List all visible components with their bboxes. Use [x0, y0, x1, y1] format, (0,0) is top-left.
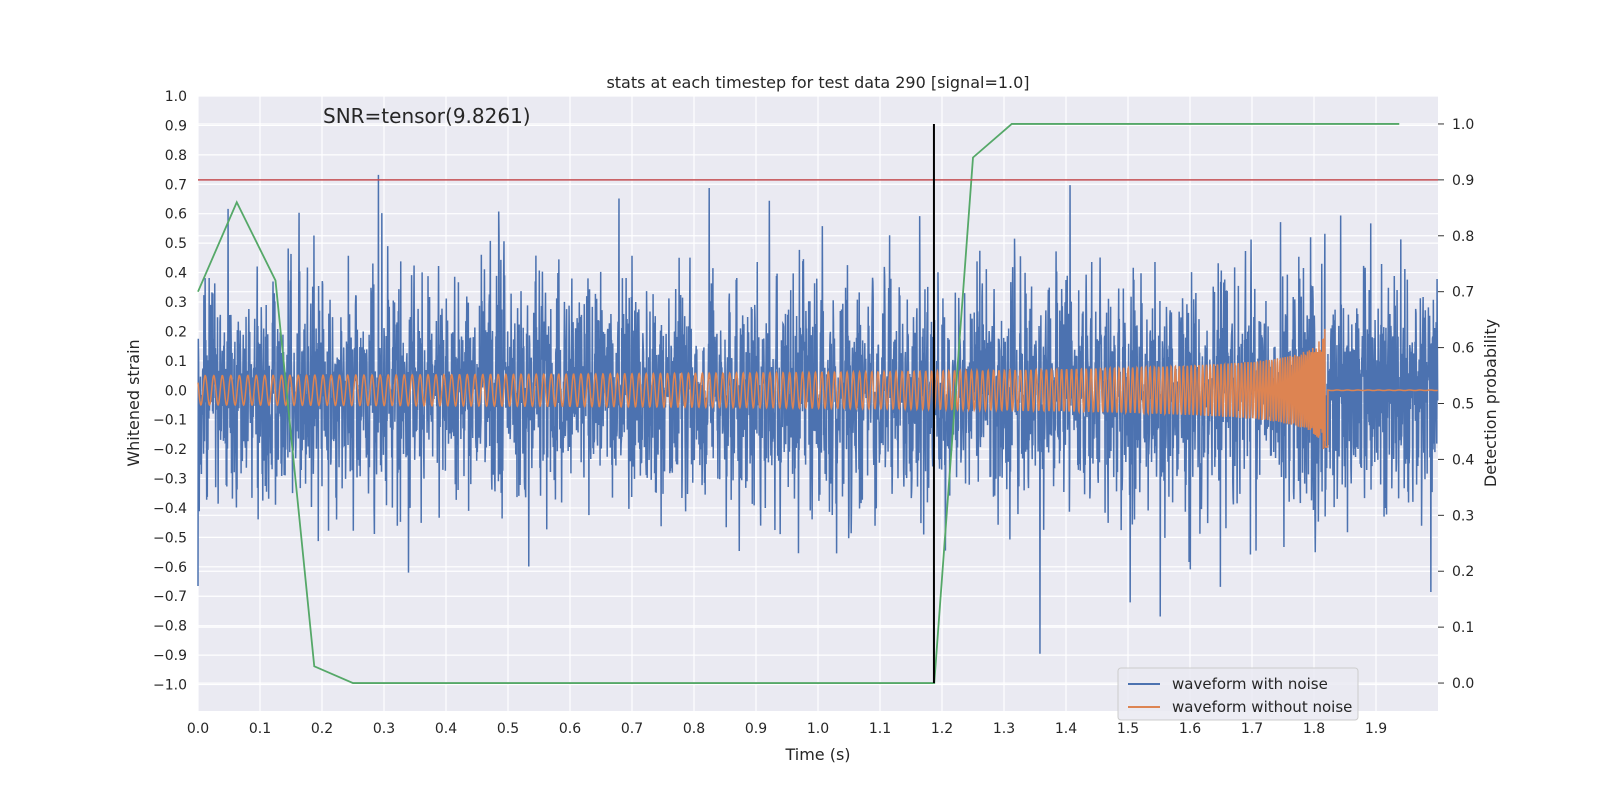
x-tick-label: 1.6	[1179, 721, 1201, 737]
y-tick-label-left: −0.8	[153, 619, 187, 635]
x-tick-label: 1.5	[1117, 721, 1139, 737]
x-tick-label: 0.7	[621, 721, 643, 737]
x-tick-label: 1.2	[931, 721, 953, 737]
x-tick-label: 1.7	[1241, 721, 1263, 737]
y-tick-label-left: 0.8	[165, 148, 187, 164]
y-tick-label-left: 0.4	[165, 266, 187, 282]
y-tick-label-right: 1.0	[1452, 117, 1474, 133]
legend-label-clean: waveform without noise	[1172, 698, 1352, 716]
x-tick-label: 1.9	[1365, 721, 1387, 737]
y-tick-label-right: 0.1	[1452, 620, 1474, 636]
y-tick-label-left: 1.0	[165, 89, 187, 105]
y-tick-label-left: 0.9	[165, 118, 187, 134]
y-tick-label-right: 0.7	[1452, 285, 1474, 301]
x-tick-label: 0.2	[311, 721, 333, 737]
snr-annotation: SNR=tensor(9.8261)	[323, 104, 531, 128]
y-tick-label-right: 0.6	[1452, 341, 1474, 357]
y-tick-label-right: 0.4	[1452, 452, 1474, 468]
chart-title: stats at each timestep for test data 290…	[606, 73, 1029, 92]
x-axis-label: Time (s)	[784, 745, 850, 764]
y-tick-label-left: −1.0	[153, 678, 187, 694]
y-tick-label-right: 0.9	[1452, 173, 1474, 189]
y-tick-label-left: 0.5	[165, 236, 187, 252]
x-tick-label: 0.9	[745, 721, 767, 737]
y-tick-label-left: −0.6	[153, 560, 187, 576]
y-axis-label-left: Whitened strain	[124, 339, 143, 466]
x-tick-label: 0.8	[683, 721, 705, 737]
y-tick-label-right: 0.2	[1452, 564, 1474, 580]
x-tick-label: 0.5	[497, 721, 519, 737]
y-tick-label-left: 0.0	[165, 383, 187, 399]
y-tick-label-left: −0.3	[153, 472, 187, 488]
x-tick-label: 0.6	[559, 721, 581, 737]
x-tick-label: 0.1	[249, 721, 271, 737]
y-tick-label-left: 0.2	[165, 324, 187, 340]
x-tick-label: 1.8	[1303, 721, 1325, 737]
y-tick-label-left: 0.6	[165, 207, 187, 223]
y-tick-label-left: −0.7	[153, 589, 187, 605]
x-tick-label: 1.3	[993, 721, 1015, 737]
y-tick-label-left: 0.3	[165, 295, 187, 311]
x-tick-label: 1.0	[807, 721, 829, 737]
y-axis-label-right: Detection probability	[1481, 319, 1500, 487]
y-tick-label-left: −0.1	[153, 413, 187, 429]
y-tick-label-left: −0.9	[153, 648, 187, 664]
x-tick-label: 0.3	[373, 721, 395, 737]
legend-label-noisy: waveform with noise	[1172, 675, 1328, 693]
y-tick-label-left: −0.2	[153, 442, 187, 458]
y-tick-label-right: 0.5	[1452, 397, 1474, 413]
y-tick-label-left: −0.5	[153, 530, 187, 546]
x-tick-label: 1.4	[1055, 721, 1077, 737]
y-tick-label-right: 0.3	[1452, 508, 1474, 524]
y-tick-label-right: 0.8	[1452, 229, 1474, 245]
y-tick-label-right: 0.0	[1452, 676, 1474, 692]
x-tick-label: 0.0	[187, 721, 209, 737]
y-tick-label-left: −0.4	[153, 501, 187, 517]
y-tick-label-left: 0.1	[165, 354, 187, 370]
legend: waveform with noise waveform without noi…	[1118, 668, 1358, 720]
y-tick-label-left: 0.7	[165, 177, 187, 193]
x-tick-label: 0.4	[435, 721, 457, 737]
x-tick-label: 1.1	[869, 721, 891, 737]
